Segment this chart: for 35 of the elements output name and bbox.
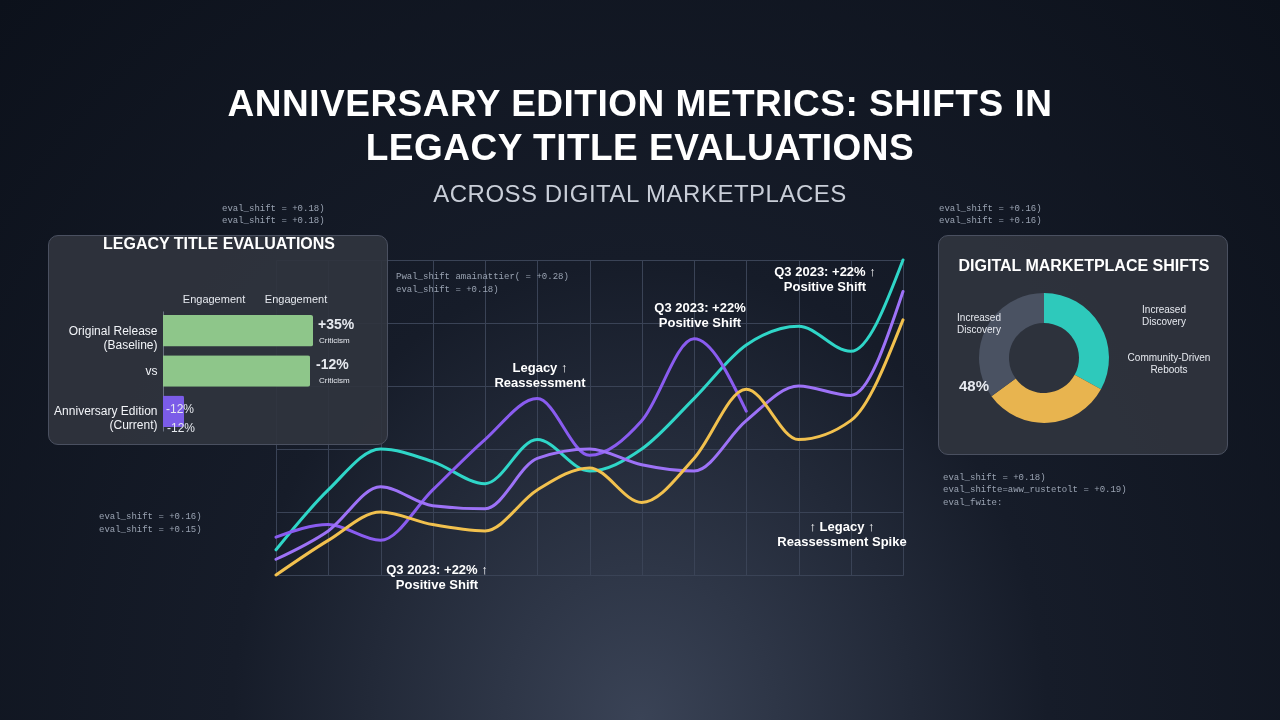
donut-slice [1044,293,1109,390]
y-tick-label: Anniversary Edition (Current) [54,404,158,433]
y-tick-label: vs [145,364,158,378]
text: eval_shift = +0.16) [939,204,1042,214]
annotation: Q3 2023: +22% Positive Shift [654,300,747,330]
annotation: Q3 2023: +22% ↑ Positive Shift [386,562,488,592]
annotation: Criticism [319,336,350,345]
annotation: Engagement [264,293,328,305]
chart-subtitle: ACROSS DIGITAL MARKETPLACES [433,180,847,207]
text: eval_shift = +0.16) [99,512,202,522]
chart-title: LEGACY TITLE EVALUATIONS [102,235,336,252]
chart-title: DIGITAL MARKETPLACE SHIFTS [958,257,1210,274]
text: Engagement [182,293,246,305]
donut-slice [991,374,1101,423]
slice-label: Increased Discovery [957,312,1001,335]
text: Community-Driven Reboots [1127,352,1211,375]
text: eval_shift = +0.18) [222,216,325,226]
annotation: eval_shift = +0.18) [396,285,499,295]
y-tick-label: Original Release (Baseline) [68,323,158,352]
text: eval_shift = +0.15) [99,525,202,535]
text: eval_shift = +0.18) [943,473,1046,483]
text: eval_shifte=aww_rustetolt = +0.19) [943,485,1127,495]
annotation: ↑ Legacy ↑ Reassessment Spike [777,519,907,549]
text: eval_shift = +0.18) [222,204,325,214]
chart-title: ANNIVERSARY EDITION METRICS: SHIFTS IN LEGACY TITLE EVALUATIONS [226,82,1054,170]
annotation: Legacy ↑ Reassessment [494,360,587,390]
text: eval_shift = +0.16) [939,216,1042,226]
annotation: Q3 2023: +22% ↑ Positive Shift [774,264,876,294]
text: 48% [958,377,990,394]
annotation: -12% [316,356,350,372]
annotation: Criticism [319,376,350,385]
annotation: Pwal_shift amainattier( = +0.28) [396,272,569,282]
text: eval_fwite: [943,498,1003,508]
slice-label: Increased Discovery [1142,304,1186,327]
annotation: +35% [318,316,355,332]
